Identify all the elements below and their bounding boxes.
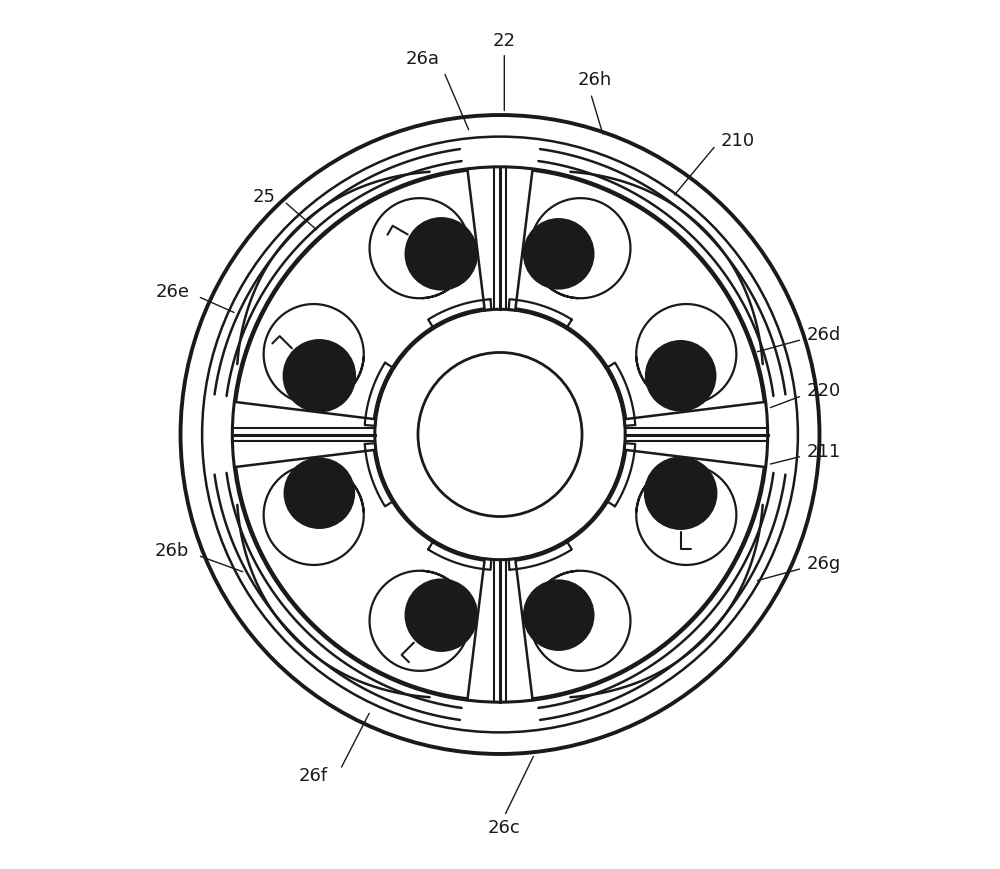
Circle shape [285, 342, 354, 410]
Text: 26d: 26d [807, 326, 841, 344]
Circle shape [407, 580, 476, 650]
Circle shape [407, 219, 476, 289]
Circle shape [663, 359, 698, 393]
Circle shape [541, 598, 576, 633]
Circle shape [663, 476, 698, 510]
Circle shape [646, 342, 715, 410]
Circle shape [524, 580, 593, 650]
Text: 26f: 26f [298, 766, 327, 785]
Text: 220: 220 [807, 382, 841, 401]
Circle shape [302, 359, 337, 393]
Text: 26h: 26h [578, 71, 612, 90]
Circle shape [524, 219, 593, 289]
Text: 22: 22 [493, 32, 516, 50]
Text: 26c: 26c [488, 819, 521, 837]
Text: 25: 25 [253, 188, 276, 206]
Circle shape [646, 459, 715, 527]
Text: 211: 211 [807, 443, 841, 461]
Circle shape [302, 476, 337, 510]
Circle shape [541, 236, 576, 271]
Circle shape [285, 459, 354, 527]
Text: 26a: 26a [405, 50, 439, 68]
Text: 26b: 26b [155, 542, 189, 560]
Text: 26e: 26e [155, 283, 189, 301]
Text: 210: 210 [720, 132, 754, 150]
Circle shape [424, 236, 459, 271]
Text: 26g: 26g [807, 555, 841, 573]
Circle shape [424, 598, 459, 633]
